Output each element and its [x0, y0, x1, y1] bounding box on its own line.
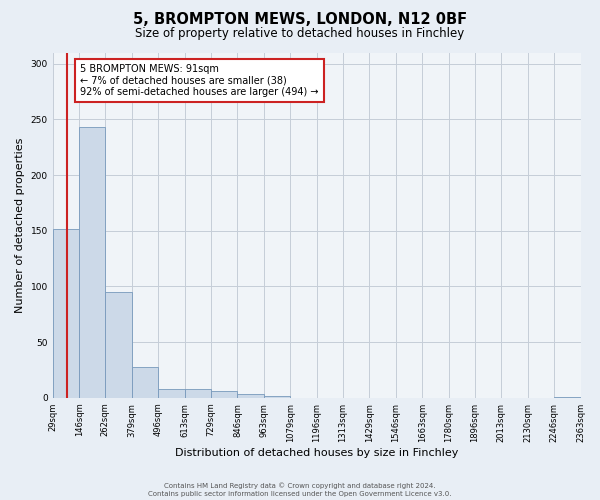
- Bar: [53, 228, 79, 398]
- Text: 5, BROMPTON MEWS, LONDON, N12 0BF: 5, BROMPTON MEWS, LONDON, N12 0BF: [133, 12, 467, 28]
- Bar: [106, 292, 132, 398]
- Text: Size of property relative to detached houses in Finchley: Size of property relative to detached ho…: [136, 28, 464, 40]
- Bar: [211, 391, 238, 398]
- Bar: [238, 394, 264, 398]
- Bar: [79, 127, 106, 398]
- Text: 5 BROMPTON MEWS: 91sqm
← 7% of detached houses are smaller (38)
92% of semi-deta: 5 BROMPTON MEWS: 91sqm ← 7% of detached …: [80, 64, 319, 97]
- Y-axis label: Number of detached properties: Number of detached properties: [15, 138, 25, 313]
- Bar: [264, 396, 290, 398]
- Bar: [185, 389, 211, 398]
- Text: Contains public sector information licensed under the Open Government Licence v3: Contains public sector information licen…: [148, 491, 452, 497]
- X-axis label: Distribution of detached houses by size in Finchley: Distribution of detached houses by size …: [175, 448, 458, 458]
- Bar: [158, 389, 185, 398]
- Bar: [554, 396, 581, 398]
- Bar: [132, 366, 158, 398]
- Text: Contains HM Land Registry data © Crown copyright and database right 2024.: Contains HM Land Registry data © Crown c…: [164, 482, 436, 489]
